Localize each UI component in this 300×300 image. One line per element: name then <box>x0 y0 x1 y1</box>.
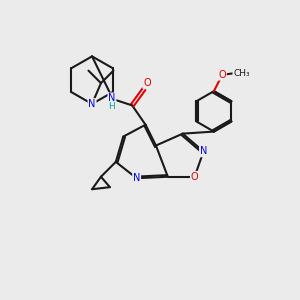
Text: O: O <box>218 70 226 80</box>
Text: CH₃: CH₃ <box>233 69 250 78</box>
Text: N: N <box>133 173 140 183</box>
Text: N: N <box>200 146 207 157</box>
Text: H: H <box>109 102 115 111</box>
Text: N: N <box>88 99 96 109</box>
Text: O: O <box>143 78 151 88</box>
Text: N: N <box>108 93 116 103</box>
Text: O: O <box>191 172 198 182</box>
